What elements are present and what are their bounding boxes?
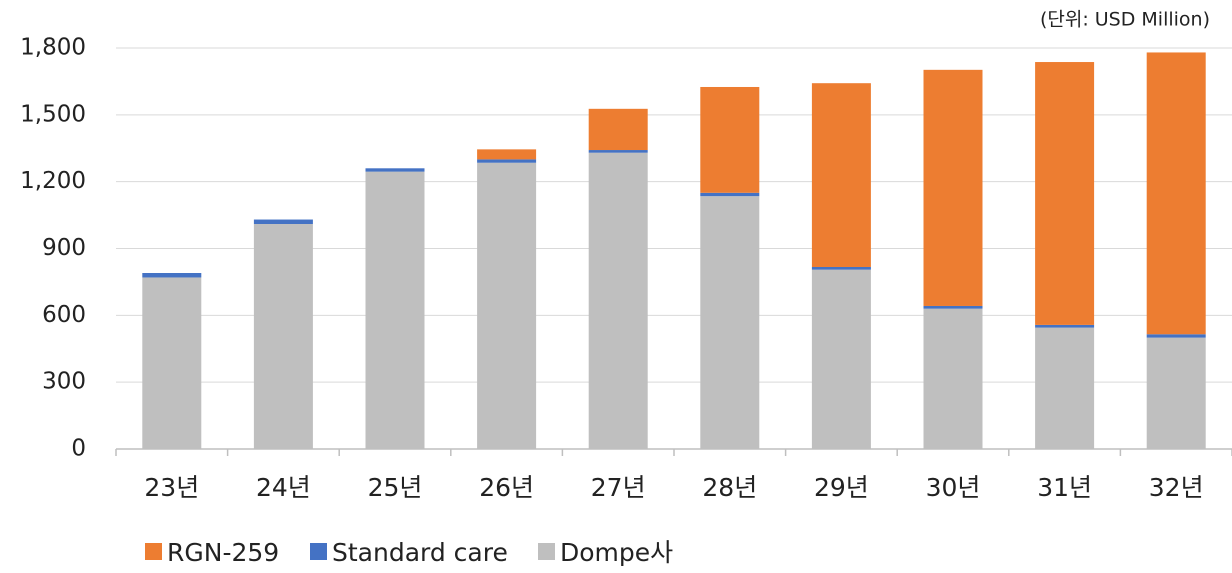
y-tick-label: 600 (42, 302, 86, 328)
bar-segment (477, 162, 537, 449)
bar-segment (811, 83, 871, 267)
x-tick-label: 30년 (926, 473, 981, 502)
bar-segment (923, 305, 983, 309)
legend-label: RGN-259 (167, 538, 279, 567)
legend-swatch (145, 543, 162, 560)
y-tick-label: 1,500 (20, 101, 86, 127)
y-tick-label: 900 (42, 235, 86, 261)
x-tick-label: 25년 (368, 473, 423, 502)
bar-segment (1035, 327, 1095, 449)
bar-segment (142, 273, 202, 278)
bar-segment (588, 108, 648, 151)
y-tick-label: 0 (71, 436, 86, 462)
bar-segment (923, 69, 983, 306)
bar-segment (1146, 52, 1206, 335)
x-tick-label: 32년 (1149, 473, 1204, 502)
bar-segment (477, 149, 537, 160)
bar-segment (588, 150, 648, 153)
bar-segment (365, 171, 425, 449)
legend-swatch (310, 543, 327, 560)
bar-segment (700, 196, 760, 449)
y-tick-label: 1,800 (20, 35, 86, 61)
x-tick-label: 24년 (256, 473, 311, 502)
bar-segment (142, 277, 202, 449)
x-tick-label: 28년 (702, 473, 757, 502)
unit-label: (단위: USD Million) (1040, 9, 1210, 31)
bar-segment (923, 308, 983, 449)
bar-segment (253, 223, 313, 449)
bar-segment (477, 159, 537, 163)
bar-segment (1035, 324, 1095, 328)
legend-label: Standard care (332, 538, 508, 567)
y-tick-label: 300 (42, 369, 86, 395)
bar-segment (588, 152, 648, 449)
bar-segment (700, 86, 760, 193)
bar-segment (811, 266, 871, 270)
bar-segment (700, 192, 760, 197)
x-tick-label: 31년 (1037, 473, 1092, 502)
x-tick-label: 26년 (479, 473, 534, 502)
bar-segment (365, 168, 425, 172)
x-tick-label: 23년 (144, 473, 199, 502)
legend-swatch (538, 543, 555, 560)
bar-segment (1146, 337, 1206, 449)
legend-label: Dompe사 (560, 538, 673, 567)
x-tick-label: 27년 (591, 473, 646, 502)
bar-segment (253, 219, 313, 224)
y-tick-label: 1,200 (20, 168, 86, 194)
bar-segment (1035, 62, 1095, 325)
bar-segment (811, 269, 871, 449)
x-tick-label: 29년 (814, 473, 869, 502)
bar-segment (1146, 334, 1206, 338)
